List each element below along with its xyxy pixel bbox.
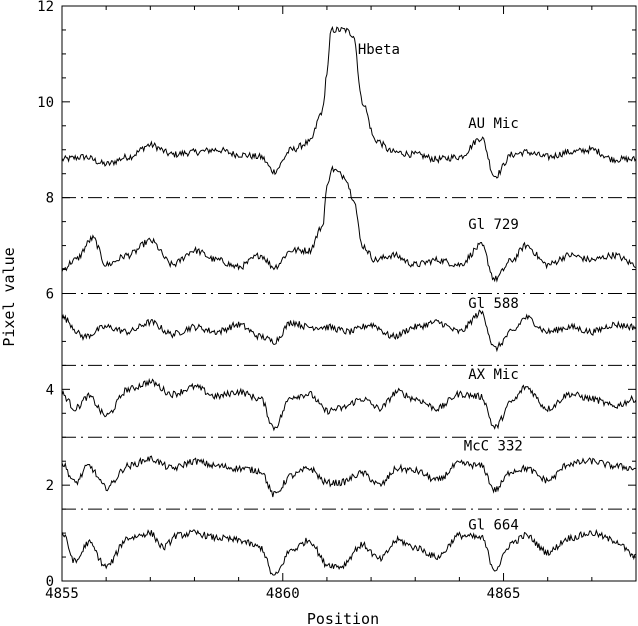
series-label: AU Mic: [468, 116, 519, 132]
y-tick-label: 6: [46, 287, 54, 303]
series-label: Gl 664: [468, 517, 519, 533]
y-tick-label: 8: [46, 191, 54, 207]
series-label: Gl 729: [468, 217, 519, 233]
annotation-label: Hbeta: [358, 42, 400, 58]
spectrum-line: [61, 164, 637, 283]
y-tick-label: 10: [37, 95, 54, 111]
x-tick-label: 4865: [487, 586, 521, 602]
y-tick-label: 12: [37, 0, 54, 15]
series-label: McC 332: [464, 439, 523, 455]
x-axis-label: Position: [307, 610, 379, 626]
y-tick-label: 2: [46, 478, 54, 494]
spectrum-line: [61, 25, 637, 179]
y-tick-label: 0: [46, 574, 54, 590]
x-tick-label: 4860: [266, 586, 300, 602]
series-label: Gl 588: [468, 296, 519, 312]
spectrum-line: [61, 309, 637, 353]
spectrum-line: [61, 528, 637, 576]
y-axis-label: Pixel value: [0, 247, 18, 346]
spectrum-line: [61, 455, 637, 498]
y-tick-label: 4: [46, 382, 54, 398]
spectrum-line: [61, 377, 637, 432]
x-tick-label: 4855: [45, 586, 79, 602]
series-label: AX Mic: [468, 367, 519, 383]
plot-area: 4855 4860 4865 0 2 4 6 8 10 12 AU Mic Gl 729 Gl 588 A…: [37, 0, 637, 602]
